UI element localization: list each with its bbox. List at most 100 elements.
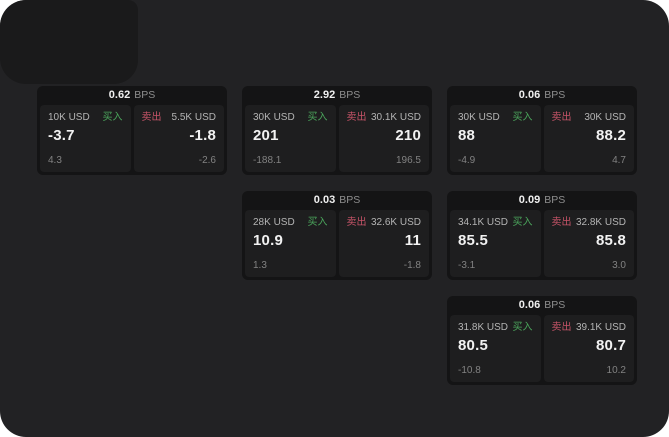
sell-price: 80.7 bbox=[596, 337, 626, 354]
panel-top: 卖出 39.1K USD bbox=[552, 322, 627, 333]
card-body: 30K USD 买入 88 -4.9 卖出 30K USD 88.2 4.7 bbox=[450, 105, 634, 172]
buy-price: 88 bbox=[458, 127, 476, 144]
sell-side-label: 卖出 bbox=[551, 217, 572, 228]
buy-notional: 28K USD bbox=[253, 217, 295, 228]
sell-sub-value: -2.6 bbox=[198, 155, 216, 166]
sell-panel[interactable]: 卖出 39.1K USD 80.7 10.2 bbox=[543, 315, 634, 382]
card-body: 30K USD 买入 201 -188.1 卖出 30.1K USD 210 1… bbox=[245, 105, 429, 172]
sell-side-label: 卖出 bbox=[551, 112, 572, 123]
card-header: 0.03 BPS bbox=[245, 191, 429, 210]
buy-sub-value: -188.1 bbox=[253, 155, 282, 166]
sell-notional: 30K USD bbox=[584, 112, 626, 123]
card-header: 0.06 BPS bbox=[450, 86, 634, 105]
sell-side-label: 卖出 bbox=[346, 112, 367, 123]
cards-grid: 0.62 BPS 10K USD 买入 -3.7 4.3 卖出 5.5K USD bbox=[37, 86, 637, 385]
quote-card: 0.62 BPS 10K USD 买入 -3.7 4.3 卖出 5.5K USD bbox=[37, 86, 227, 175]
sell-price: -1.8 bbox=[189, 127, 216, 144]
buy-notional: 34.1K USD bbox=[458, 217, 509, 228]
bps-label: BPS bbox=[339, 194, 361, 207]
buy-panel[interactable]: 28K USD 买入 10.9 1.3 bbox=[245, 210, 336, 277]
sell-sub-value: 4.7 bbox=[612, 155, 626, 166]
sell-sub-value: 3.0 bbox=[612, 260, 626, 271]
sell-price: 11 bbox=[404, 232, 421, 249]
buy-panel[interactable]: 30K USD 买入 201 -188.1 bbox=[245, 105, 336, 172]
sell-panel[interactable]: 卖出 30K USD 88.2 4.7 bbox=[543, 105, 634, 172]
panel-top: 30K USD 买入 bbox=[458, 112, 533, 123]
card-header: 2.92 BPS bbox=[245, 86, 429, 105]
bps-value: 2.92 bbox=[313, 89, 336, 101]
sell-notional: 32.8K USD bbox=[575, 217, 626, 228]
buy-panel[interactable]: 31.8K USD 买入 80.5 -10.8 bbox=[450, 315, 541, 382]
panel-top: 卖出 5.5K USD bbox=[142, 112, 217, 123]
sell-panel[interactable]: 卖出 32.6K USD 11 -1.8 bbox=[338, 210, 429, 277]
sell-notional: 32.6K USD bbox=[370, 217, 421, 228]
panel-top: 31.8K USD 买入 bbox=[458, 322, 533, 333]
panel-top: 10K USD 买入 bbox=[48, 112, 123, 123]
panel-top: 卖出 32.6K USD bbox=[347, 217, 422, 228]
quote-card: 0.09 BPS 34.1K USD 买入 85.5 -3.1 卖出 32.8K… bbox=[447, 191, 637, 280]
sell-sub-value: -1.8 bbox=[403, 260, 421, 271]
sell-side-label: 卖出 bbox=[551, 322, 572, 333]
buy-price: 10.9 bbox=[253, 232, 283, 249]
bps-label: BPS bbox=[339, 89, 361, 102]
sell-side-label: 卖出 bbox=[346, 217, 367, 228]
buy-panel[interactable]: 34.1K USD 买入 85.5 -3.1 bbox=[450, 210, 541, 277]
buy-panel[interactable]: 10K USD 买入 -3.7 4.3 bbox=[40, 105, 131, 172]
bps-value: 0.09 bbox=[518, 194, 541, 206]
panel-top: 34.1K USD 买入 bbox=[458, 217, 533, 228]
panel-top: 30K USD 买入 bbox=[253, 112, 328, 123]
sell-price: 210 bbox=[395, 127, 421, 144]
card-body: 34.1K USD 买入 85.5 -3.1 卖出 32.8K USD 85.8… bbox=[450, 210, 634, 277]
buy-side-label: 买入 bbox=[512, 112, 533, 123]
card-header: 0.09 BPS bbox=[450, 191, 634, 210]
sell-side-label: 卖出 bbox=[141, 112, 162, 123]
sell-panel[interactable]: 卖出 30.1K USD 210 196.5 bbox=[338, 105, 429, 172]
sell-price: 88.2 bbox=[596, 127, 626, 144]
panel-top: 28K USD 买入 bbox=[253, 217, 328, 228]
card-header: 0.06 BPS bbox=[450, 296, 634, 315]
buy-sub-value: 1.3 bbox=[253, 260, 267, 271]
sell-price: 85.8 bbox=[596, 232, 626, 249]
quote-card: 0.06 BPS 31.8K USD 买入 80.5 -10.8 卖出 39.1… bbox=[447, 296, 637, 385]
buy-notional: 30K USD bbox=[458, 112, 500, 123]
bps-value: 0.06 bbox=[518, 89, 541, 101]
buy-price: 201 bbox=[253, 127, 279, 144]
sell-notional: 5.5K USD bbox=[171, 112, 216, 123]
buy-panel[interactable]: 30K USD 买入 88 -4.9 bbox=[450, 105, 541, 172]
buy-notional: 31.8K USD bbox=[458, 322, 509, 333]
bps-label: BPS bbox=[544, 299, 566, 312]
sell-panel[interactable]: 卖出 5.5K USD -1.8 -2.6 bbox=[133, 105, 224, 172]
panel-top: 卖出 30.1K USD bbox=[347, 112, 422, 123]
buy-side-label: 买入 bbox=[307, 112, 328, 123]
card-body: 28K USD 买入 10.9 1.3 卖出 32.6K USD 11 -1.8 bbox=[245, 210, 429, 277]
buy-side-label: 买入 bbox=[102, 112, 123, 123]
panel-top: 卖出 30K USD bbox=[552, 112, 627, 123]
buy-side-label: 买入 bbox=[512, 322, 533, 333]
quote-card: 0.06 BPS 30K USD 买入 88 -4.9 卖出 30K USD bbox=[447, 86, 637, 175]
bps-label: BPS bbox=[544, 89, 566, 102]
buy-side-label: 买入 bbox=[512, 217, 533, 228]
quote-card: 0.03 BPS 28K USD 买入 10.9 1.3 卖出 32.6K US… bbox=[242, 191, 432, 280]
card-body: 10K USD 买入 -3.7 4.3 卖出 5.5K USD -1.8 -2.… bbox=[40, 105, 224, 172]
sell-sub-value: 196.5 bbox=[395, 155, 421, 166]
buy-price: 85.5 bbox=[458, 232, 488, 249]
sell-sub-value: 10.2 bbox=[606, 365, 626, 376]
buy-sub-value: 4.3 bbox=[48, 155, 62, 166]
bps-value: 0.03 bbox=[313, 194, 336, 206]
sell-notional: 30.1K USD bbox=[370, 112, 421, 123]
buy-notional: 10K USD bbox=[48, 112, 90, 123]
card-header: 0.62 BPS bbox=[40, 86, 224, 105]
buy-sub-value: -3.1 bbox=[458, 260, 476, 271]
card-body: 31.8K USD 买入 80.5 -10.8 卖出 39.1K USD 80.… bbox=[450, 315, 634, 382]
sell-notional: 39.1K USD bbox=[575, 322, 626, 333]
quote-card: 2.92 BPS 30K USD 买入 201 -188.1 卖出 30.1K … bbox=[242, 86, 432, 175]
bps-label: BPS bbox=[544, 194, 566, 207]
corner-shade bbox=[0, 0, 138, 84]
buy-price: 80.5 bbox=[458, 337, 488, 354]
bps-label: BPS bbox=[134, 89, 156, 102]
buy-notional: 30K USD bbox=[253, 112, 295, 123]
sell-panel[interactable]: 卖出 32.8K USD 85.8 3.0 bbox=[543, 210, 634, 277]
bps-value: 0.06 bbox=[518, 299, 541, 311]
buy-price: -3.7 bbox=[48, 127, 75, 144]
